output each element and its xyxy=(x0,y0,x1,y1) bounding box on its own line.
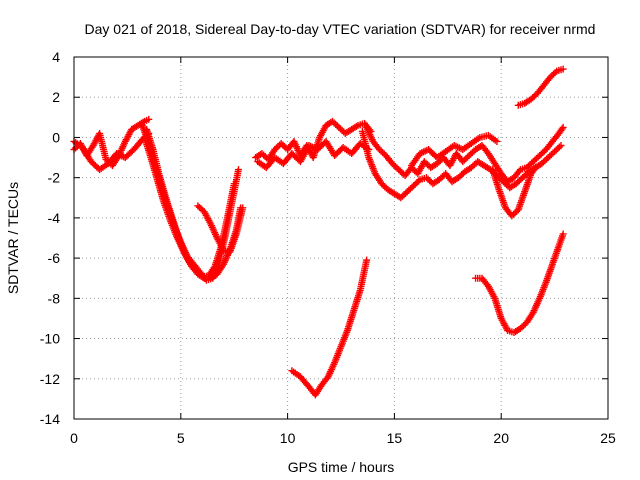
plot-frame xyxy=(73,56,609,420)
plot-area xyxy=(70,65,567,399)
series-7 xyxy=(252,117,375,164)
data-point-marker xyxy=(414,177,422,185)
series-13 xyxy=(489,164,539,220)
grid-layer xyxy=(74,57,608,419)
data-point-marker xyxy=(557,141,565,149)
data-point-marker xyxy=(493,137,501,145)
data-point-marker xyxy=(239,204,247,212)
x-tick-label: 0 xyxy=(70,430,78,446)
data-point-marker xyxy=(145,115,153,123)
y-tick-label: 2 xyxy=(52,89,60,105)
x-tick-label: 10 xyxy=(280,430,296,446)
series-14 xyxy=(472,230,567,337)
data-point-marker xyxy=(531,164,539,172)
y-tick-label: -6 xyxy=(48,250,61,266)
chart-title: Day 021 of 2018, Sidereal Day-to-day VTE… xyxy=(85,21,596,37)
series-6 xyxy=(194,202,247,256)
y-tick-label: -8 xyxy=(48,290,61,306)
y-tick-label: -10 xyxy=(40,331,60,347)
data-point-marker xyxy=(530,165,538,173)
y-tick-label: 4 xyxy=(52,49,60,65)
data-point-marker xyxy=(558,125,566,133)
series-12 xyxy=(407,131,501,170)
x-axis-label: GPS time / hours xyxy=(288,459,395,475)
data-point-marker xyxy=(555,143,563,151)
data-point-marker xyxy=(551,69,559,77)
data-point-marker xyxy=(234,166,242,174)
x-tick-label: 20 xyxy=(493,430,509,446)
series-5 xyxy=(138,121,242,284)
data-point-marker xyxy=(559,123,567,131)
series-10 xyxy=(363,123,567,186)
x-tick-label: 25 xyxy=(600,430,616,446)
y-tick-label: -12 xyxy=(40,371,60,387)
y-axis-label: SDTVAR / TECUs xyxy=(5,182,21,294)
data-point-marker xyxy=(352,122,360,130)
series-8 xyxy=(254,137,373,172)
y-tick-label: -14 xyxy=(40,411,60,427)
data-point-marker xyxy=(559,230,567,238)
y-tick-label: -2 xyxy=(48,170,61,186)
series-9 xyxy=(288,256,371,399)
y-tick-label: 0 xyxy=(52,129,60,145)
data-point-marker xyxy=(559,65,567,73)
x-tick-label: 15 xyxy=(387,430,403,446)
y-tick-label: -4 xyxy=(48,210,61,226)
series-15 xyxy=(514,65,567,109)
x-tick-label: 5 xyxy=(177,430,185,446)
data-point-marker xyxy=(363,256,371,264)
